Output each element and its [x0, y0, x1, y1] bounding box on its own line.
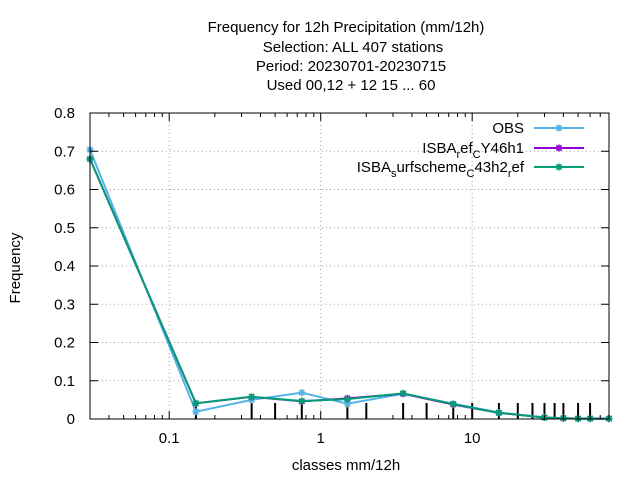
- y-tick-label: 0.2: [54, 335, 75, 352]
- y-tick-label: 0.7: [54, 143, 75, 160]
- x-tick-label: 10: [464, 430, 481, 447]
- legend-item-3: ISBAsurfschemeC43h2ref: [357, 159, 584, 180]
- data-point: [449, 400, 457, 408]
- series-line: [89, 158, 609, 420]
- legend-marker: [555, 144, 563, 152]
- title-line-2: Selection: ALL 407 stations: [263, 39, 443, 56]
- series-line: [89, 149, 609, 420]
- data-point: [399, 389, 407, 397]
- y-axis-ticks: 0 0.1 0.2 0.3 0.4 0.5 0.6 0.7 0.8: [54, 105, 609, 428]
- y-tick-label: 0: [67, 411, 75, 428]
- data-point: [192, 399, 200, 407]
- data-point: [343, 400, 351, 408]
- series-line: [89, 158, 609, 420]
- legend-marker: [555, 124, 563, 132]
- legend-item-2: ISBArefCY46h1: [422, 140, 584, 161]
- series-1: [86, 146, 613, 423]
- series-2: [86, 155, 613, 423]
- data-point: [298, 389, 306, 397]
- y-tick-label: 0.5: [54, 220, 75, 237]
- data-point: [192, 408, 200, 416]
- title-line-4: Used 00,12 + 12 15 ... 60: [267, 77, 436, 94]
- legend-label: ISBArefCY46h1: [422, 140, 524, 161]
- legend-label: ISBAsurfschemeC43h2ref: [357, 159, 525, 180]
- x-tick-label: 0.1: [159, 430, 180, 447]
- y-tick-label: 0.4: [54, 258, 75, 275]
- legend-label: OBS: [492, 120, 524, 137]
- data-point: [298, 397, 306, 405]
- data-point: [343, 395, 351, 403]
- y-tick-label: 0.3: [54, 296, 75, 313]
- x-axis-label: classes mm/12h: [292, 457, 400, 474]
- y-tick-label: 0.1: [54, 373, 75, 390]
- title-line-3: Period: 20230701-20230715: [256, 58, 446, 75]
- y-tick-label: 0.6: [54, 182, 75, 199]
- data-point: [495, 409, 503, 417]
- grid: [90, 113, 609, 419]
- legend-marker: [555, 163, 563, 171]
- plot-frame: [89, 112, 610, 420]
- data-point: [248, 393, 256, 401]
- series-lines: [86, 146, 613, 423]
- x-axis-ticks: 0.1 1 10: [108, 113, 601, 447]
- x-tick-label: 1: [317, 430, 325, 447]
- y-axis-label: Frequency: [7, 232, 24, 303]
- title-line-1: Frequency for 12h Precipitation (mm/12h): [208, 19, 485, 36]
- chart-title: Frequency for 12h Precipitation (mm/12h)…: [208, 19, 485, 94]
- series-3: [86, 155, 613, 423]
- legend-item-1: OBS: [492, 120, 584, 137]
- y-tick-label: 0.8: [54, 105, 75, 122]
